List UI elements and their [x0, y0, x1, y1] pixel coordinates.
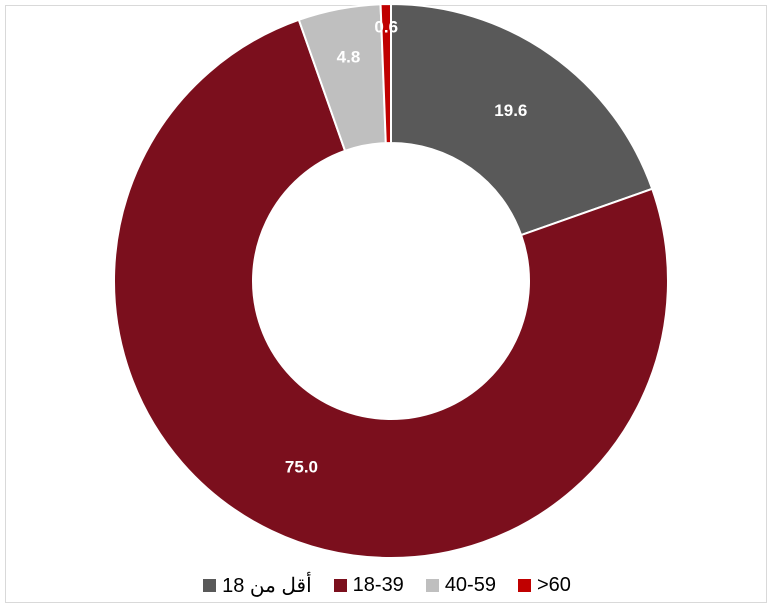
slice-under-18 [390, 2, 654, 237]
legend-swatch-under-18 [203, 578, 217, 592]
data-label-over-60: 0.6 [374, 18, 398, 37]
legend-label-over-60: >60 [536, 573, 571, 596]
legend-item-under-18: أقل من 18 [203, 573, 312, 598]
donut-chart: 19.6 75.0 4.8 0.6 [113, 2, 669, 559]
legend-swatch-40-59 [425, 578, 439, 592]
data-label-under-18: 19.6 [494, 101, 527, 120]
legend-swatch-over-60 [517, 578, 531, 592]
legend-label-40-59: 40-59 [444, 573, 496, 596]
data-label-40-59: 4.8 [337, 48, 361, 67]
legend-label-18-39: 18-39 [352, 573, 404, 596]
legend-item-18-39: 18-39 [333, 573, 404, 597]
data-label-18-39: 75.0 [285, 458, 318, 477]
slice-over-60 [379, 2, 392, 145]
legend-swatch-18-39 [333, 578, 347, 592]
legend-item-40-59: 40-59 [425, 573, 496, 597]
legend-item-over-60: >60 [517, 573, 571, 597]
legend-label-under-18: أقل من 18 [222, 574, 312, 597]
slice-18-39 [113, 18, 669, 559]
chart-legend: أقل من 18 18-39 40-59 >60 [0, 570, 774, 600]
